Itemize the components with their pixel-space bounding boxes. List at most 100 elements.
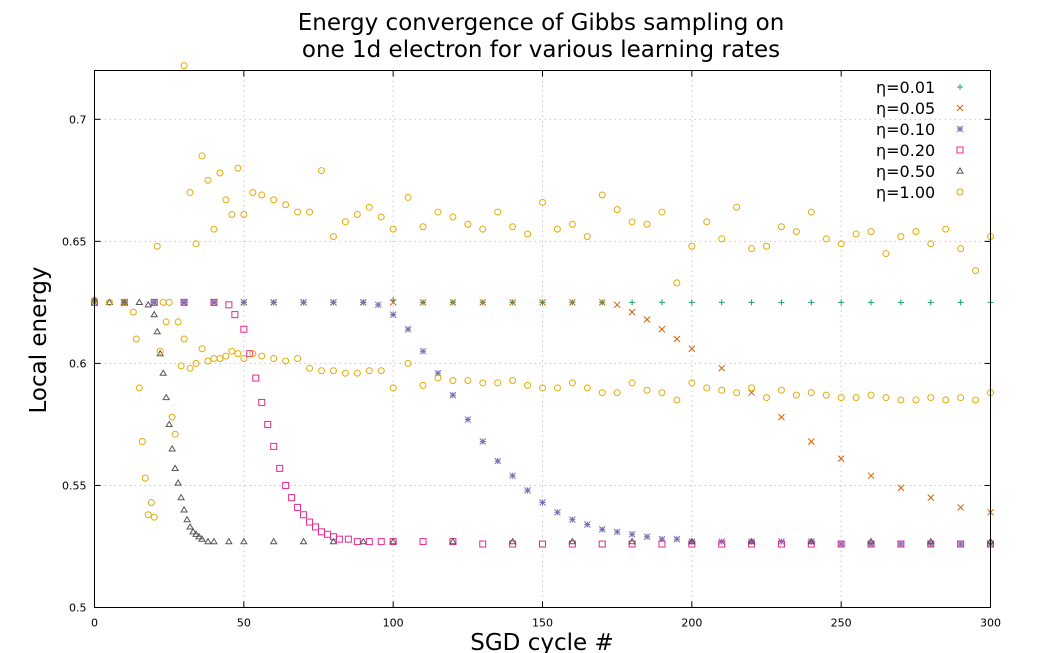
data-point (270, 299, 278, 306)
data-point (120, 298, 129, 305)
data-point (180, 505, 188, 513)
data-point (643, 386, 651, 394)
data-point (927, 240, 935, 248)
data-point (210, 225, 218, 233)
data-point (807, 438, 815, 445)
data-point (419, 381, 427, 389)
x-tick-label: 250 (831, 617, 852, 630)
data-point (837, 455, 845, 462)
data-point (269, 537, 278, 545)
data-point (494, 379, 502, 387)
data-point (524, 486, 531, 494)
data-point (192, 240, 200, 248)
data-point (658, 325, 666, 333)
data-point (897, 540, 905, 548)
data-point (225, 537, 233, 545)
data-point (718, 538, 726, 545)
data-point (317, 528, 325, 536)
data-point (479, 540, 487, 548)
legend-marker (956, 125, 964, 133)
data-point (419, 347, 427, 355)
data-point (837, 540, 845, 548)
data-point (927, 494, 935, 502)
data-point (180, 298, 188, 306)
data-point (703, 384, 711, 392)
data-point (317, 167, 325, 175)
data-point (613, 301, 621, 309)
data-point (389, 311, 397, 318)
data-point (210, 355, 218, 363)
data-point (688, 379, 696, 387)
x-tick-label: 50 (237, 617, 251, 630)
data-point (150, 513, 158, 521)
data-point (927, 394, 935, 402)
data-point (249, 189, 257, 197)
data-point (464, 416, 472, 423)
data-point (568, 537, 577, 545)
data-point (228, 347, 236, 355)
x-tick-label: 300 (980, 617, 1001, 630)
data-point (120, 298, 128, 306)
data-point (168, 413, 176, 421)
legend-marker (956, 188, 964, 196)
data-point (926, 537, 935, 545)
data-point (171, 430, 179, 438)
data-point (419, 299, 427, 306)
data-point (509, 299, 516, 306)
data-point (282, 357, 290, 365)
data-point (306, 208, 314, 216)
data-point (258, 398, 266, 406)
data-point (673, 535, 681, 543)
data-point (144, 300, 153, 308)
data-point (539, 499, 546, 506)
data-point (141, 474, 149, 482)
data-point (180, 62, 188, 70)
data-point (957, 245, 965, 253)
data-point (479, 438, 487, 445)
data-point (464, 220, 472, 228)
data-point (539, 540, 546, 548)
data-point (389, 299, 397, 306)
data-point (852, 394, 860, 402)
data-point (294, 503, 302, 511)
data-point (972, 396, 980, 404)
data-point (897, 484, 905, 492)
data-point (240, 325, 248, 333)
data-point (509, 472, 516, 480)
data-point (234, 350, 242, 358)
legend-marker (957, 84, 963, 90)
data-point (867, 228, 875, 236)
data-point (957, 504, 964, 511)
data-point (718, 364, 726, 372)
data-point (150, 310, 159, 318)
data-point (404, 359, 412, 367)
data-point (554, 508, 561, 516)
data-point (598, 526, 606, 533)
data-point (598, 191, 606, 199)
data-point (912, 228, 920, 236)
data-point (957, 540, 964, 548)
data-point (239, 537, 248, 545)
data-point (777, 386, 785, 394)
data-point (927, 299, 934, 306)
data-point (673, 335, 681, 343)
data-point (807, 208, 815, 216)
data-point (183, 515, 191, 523)
data-point (718, 540, 726, 548)
data-point (539, 198, 546, 206)
data-point (282, 481, 290, 489)
data-point (972, 267, 980, 275)
data-point (329, 537, 338, 545)
data-point (329, 367, 337, 375)
data-point (867, 391, 875, 399)
data-point (598, 299, 606, 306)
data-point (204, 357, 212, 365)
data-point (583, 384, 591, 392)
data-point (718, 386, 726, 394)
data-point (186, 364, 194, 372)
data-point (658, 389, 666, 397)
data-point (449, 537, 457, 545)
data-point (673, 396, 681, 404)
data-point (434, 369, 442, 377)
data-point (138, 438, 146, 446)
